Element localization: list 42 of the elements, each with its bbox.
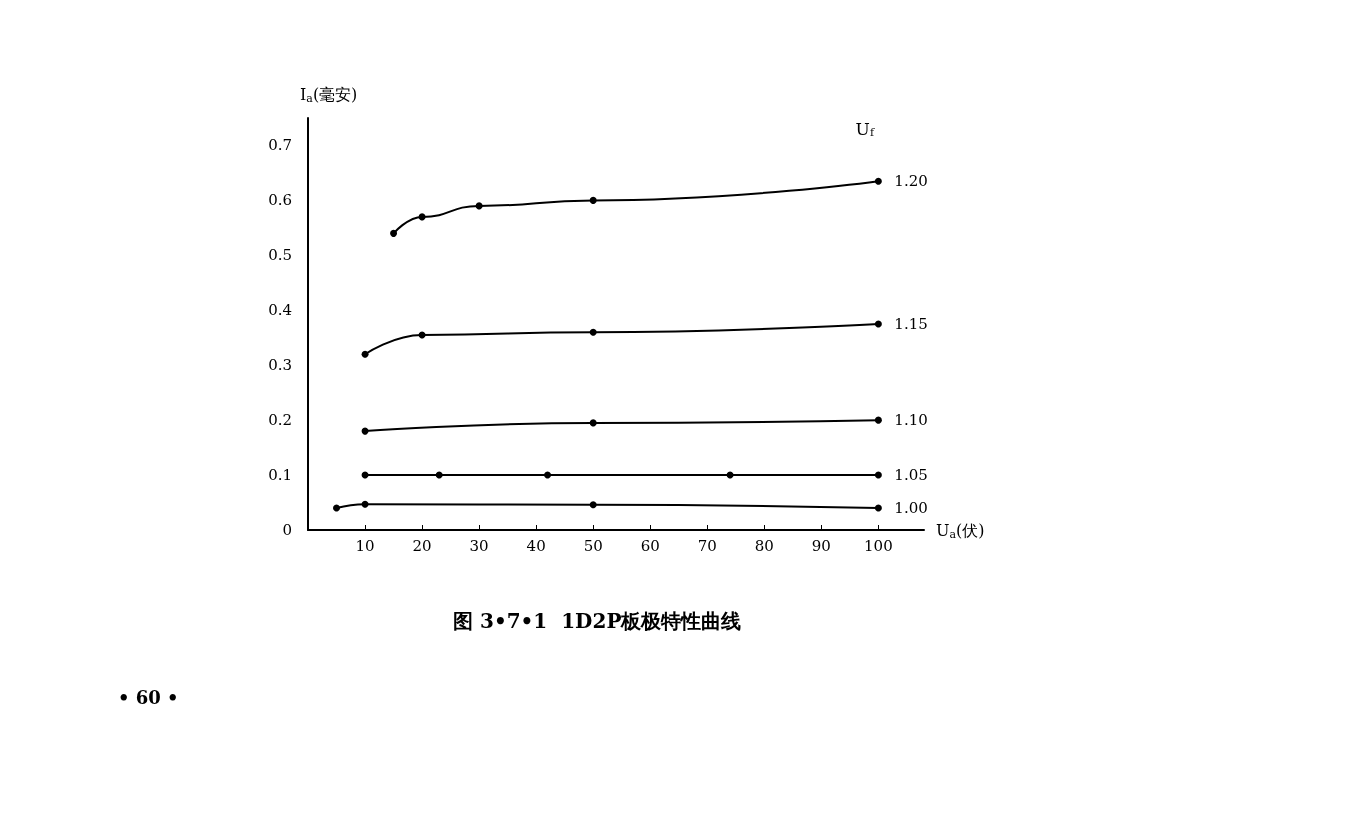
y-tick-label: 0.1 (268, 466, 292, 485)
point (874, 416, 882, 424)
x-tick-label: 20 (412, 536, 432, 555)
point (418, 213, 426, 221)
point (874, 320, 882, 328)
point (390, 229, 398, 237)
point (475, 202, 483, 210)
point (874, 504, 882, 512)
x-tick-label: 10 (355, 536, 375, 555)
x-tick-label: 30 (469, 536, 489, 555)
x-tick-label: 50 (583, 536, 603, 555)
x-tick-label: 40 (526, 536, 546, 555)
x-tick-label: 100 (864, 536, 893, 555)
point (361, 350, 369, 358)
point (333, 504, 341, 512)
y-tick-label: 0.6 (268, 191, 292, 210)
series-label: 1.05 (894, 466, 928, 485)
y-tick-label: 0.2 (268, 411, 292, 430)
series-label: 1.20 (894, 172, 928, 191)
text: 图 3•7•1 1D2P板极特性曲线 (453, 609, 742, 633)
series-label: 1.15 (894, 315, 928, 333)
text: • 60 • (118, 686, 179, 708)
y-tick-label: 0.5 (268, 246, 292, 265)
x-tick-label: 70 (697, 536, 717, 555)
x-tick-label: 60 (640, 536, 660, 555)
x-tick-label: 80 (754, 536, 774, 555)
point (589, 196, 597, 204)
series-label: 1.10 (894, 411, 928, 430)
point (589, 501, 597, 509)
point (874, 177, 882, 185)
y-tick-label: 0.7 (268, 136, 292, 155)
point (874, 471, 882, 479)
x-tick-label: 90 (811, 536, 831, 555)
series-label: 1.00 (894, 499, 928, 518)
point (589, 419, 597, 427)
point (544, 471, 552, 479)
y-tick-label: 0.3 (268, 356, 292, 375)
point (435, 471, 443, 479)
y-tick-label: 0 (282, 521, 292, 539)
point (589, 328, 597, 336)
y-tick-label: 0.4 (268, 301, 292, 320)
point (361, 500, 369, 508)
